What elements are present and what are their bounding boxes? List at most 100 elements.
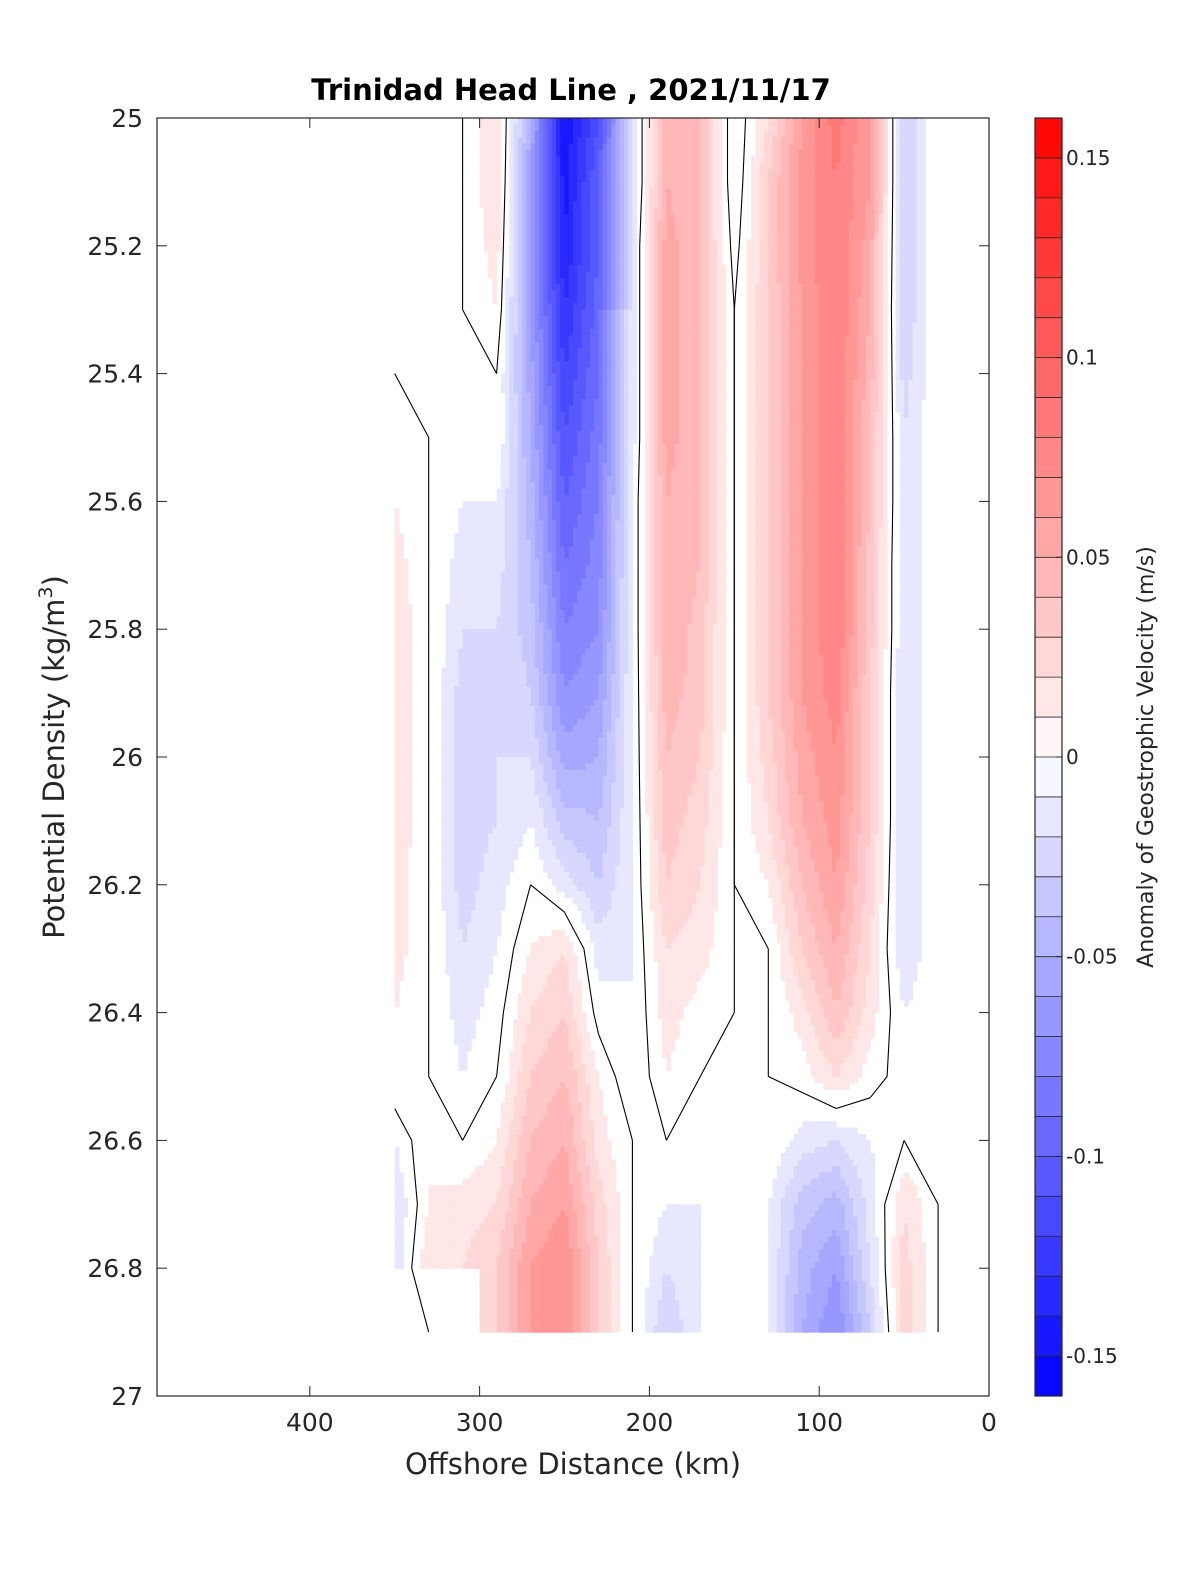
heatmap-cell xyxy=(882,143,888,151)
heatmap-cell xyxy=(577,245,583,253)
heatmap-cell xyxy=(713,181,718,189)
heatmap-cell xyxy=(687,341,693,349)
heatmap-cell xyxy=(560,309,566,317)
heatmap-cell xyxy=(670,226,676,234)
heatmap-cell xyxy=(814,149,820,157)
heatmap-cell xyxy=(878,143,884,151)
heatmap-cell xyxy=(526,367,532,375)
heatmap-cell xyxy=(708,296,714,304)
heatmap-cell xyxy=(662,181,667,189)
heatmap-cell xyxy=(602,405,608,413)
heatmap-cell xyxy=(513,118,519,125)
heatmap-cell xyxy=(751,233,757,241)
heatmap-cell xyxy=(522,296,527,304)
heatmap-cell xyxy=(623,143,629,151)
heatmap-cell xyxy=(776,424,782,432)
heatmap-cell xyxy=(768,226,774,234)
heatmap-cell xyxy=(615,437,621,445)
heatmap-cell xyxy=(921,207,926,215)
heatmap-cell xyxy=(564,252,570,260)
heatmap-cell xyxy=(844,463,850,471)
heatmap-cell xyxy=(865,348,871,356)
heatmap-cell xyxy=(755,169,761,177)
heatmap-cell xyxy=(577,418,583,426)
heatmap-cell xyxy=(819,296,825,304)
heatmap-cell xyxy=(793,137,799,145)
heatmap-cell xyxy=(759,373,765,381)
heatmap-cell xyxy=(772,316,778,324)
heatmap-cell xyxy=(704,354,710,362)
heatmap-cell xyxy=(768,443,774,451)
heatmap-cell xyxy=(679,226,684,234)
heatmap-cell xyxy=(594,156,600,164)
heatmap-cell xyxy=(662,130,667,138)
heatmap-cell xyxy=(594,175,600,183)
heatmap-cell xyxy=(857,118,863,125)
heatmap-cell xyxy=(581,450,587,458)
heatmap-cell xyxy=(759,233,765,241)
heatmap-cell xyxy=(594,245,600,253)
heatmap-cell xyxy=(479,188,485,196)
heatmap-cell xyxy=(632,303,638,311)
heatmap-cell xyxy=(509,149,515,157)
heatmap-cell xyxy=(882,303,888,311)
heatmap-cell xyxy=(517,284,523,292)
heatmap-cell xyxy=(687,424,693,432)
heatmap-cell xyxy=(513,341,519,349)
heatmap-cell xyxy=(662,213,667,221)
heatmap-cell xyxy=(683,226,689,234)
heatmap-cell xyxy=(870,341,875,349)
heatmap-cell xyxy=(806,431,812,439)
heatmap-cell xyxy=(666,181,672,189)
heatmap-cell xyxy=(691,443,697,451)
heatmap-cell xyxy=(632,220,638,228)
heatmap-cell xyxy=(577,284,583,292)
heatmap-cell xyxy=(657,386,663,394)
heatmap-cell xyxy=(878,207,884,215)
heatmap-cell xyxy=(666,252,672,260)
heatmap-cell xyxy=(704,399,710,407)
heatmap-cell xyxy=(861,463,867,471)
heatmap-cell xyxy=(568,239,574,247)
heatmap-cell xyxy=(768,348,774,356)
heatmap-cell xyxy=(479,169,485,177)
heatmap-cell xyxy=(882,328,888,336)
heatmap-cell xyxy=(522,437,527,445)
heatmap-cell xyxy=(628,124,634,132)
heatmap-cell xyxy=(908,143,914,151)
heatmap-cell xyxy=(619,239,625,247)
heatmap-cell xyxy=(797,418,803,426)
heatmap-cell xyxy=(556,213,561,221)
heatmap-cell xyxy=(670,169,676,177)
heatmap-cell xyxy=(797,405,803,413)
heatmap-cell xyxy=(691,245,697,253)
heatmap-cell xyxy=(853,124,858,132)
heatmap-cell xyxy=(704,130,710,138)
heatmap-cell xyxy=(857,322,863,330)
heatmap-cell xyxy=(649,124,655,132)
heatmap-cell xyxy=(789,360,795,368)
heatmap-cell xyxy=(751,207,757,215)
heatmap-cell xyxy=(899,309,905,317)
heatmap-cell xyxy=(483,137,489,145)
heatmap-cell xyxy=(708,437,714,445)
heatmap-cell xyxy=(649,156,655,164)
heatmap-cell xyxy=(916,258,922,266)
heatmap-cell xyxy=(543,367,549,375)
heatmap-cell xyxy=(844,118,850,125)
heatmap-cell xyxy=(776,431,782,439)
heatmap-cell xyxy=(568,226,574,234)
heatmap-cell xyxy=(759,175,765,183)
heatmap-cell xyxy=(594,181,600,189)
heatmap-cell xyxy=(810,431,816,439)
heatmap-cell xyxy=(543,264,549,272)
heatmap-cell xyxy=(670,450,676,458)
heatmap-cell xyxy=(810,399,816,407)
heatmap-cell xyxy=(865,341,871,349)
heatmap-cell xyxy=(912,277,918,285)
heatmap-cell xyxy=(483,156,489,164)
heatmap-cell xyxy=(696,322,701,330)
heatmap-cell xyxy=(615,405,621,413)
heatmap-cell xyxy=(623,296,629,304)
heatmap-cell xyxy=(560,290,566,298)
